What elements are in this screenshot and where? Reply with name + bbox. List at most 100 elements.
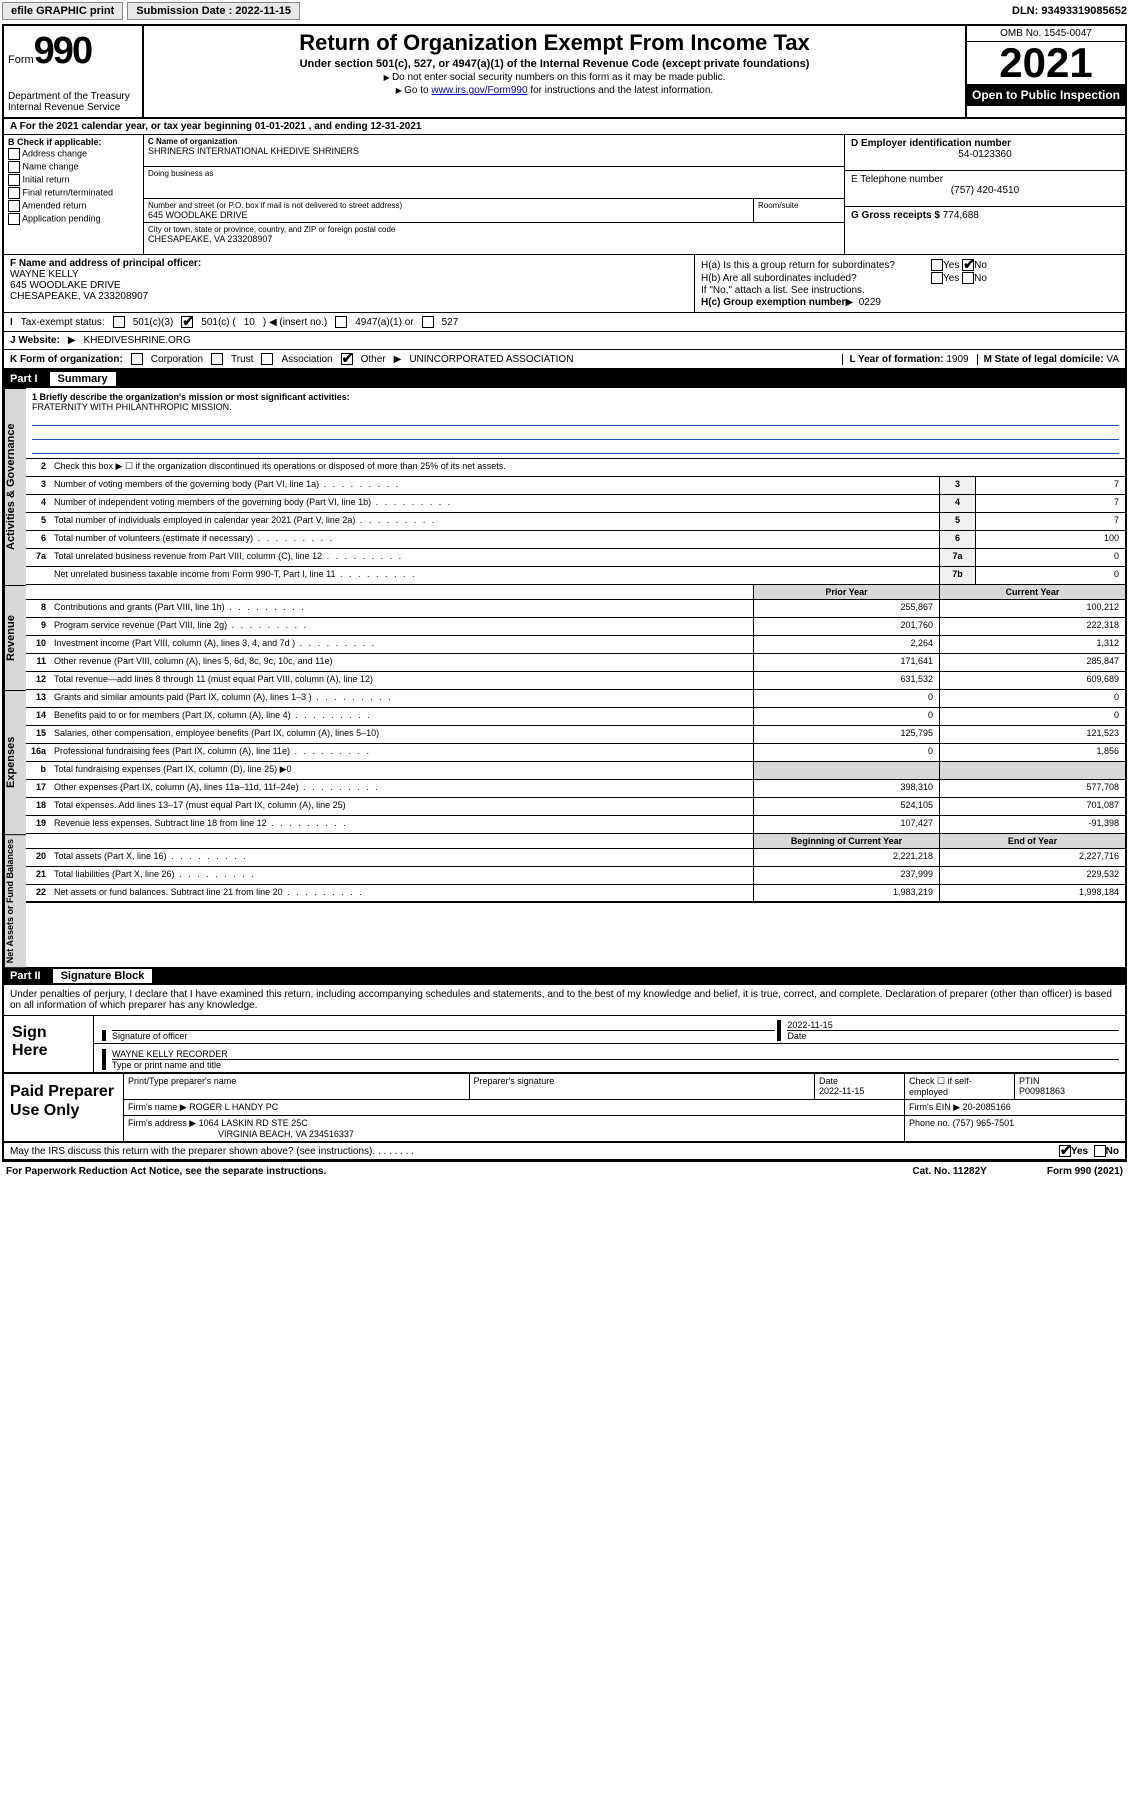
efile-btn[interactable]: efile GRAPHIC print — [2, 2, 123, 20]
line13-p: 0 — [753, 690, 939, 707]
submission-btn[interactable]: Submission Date : 2022-11-15 — [127, 2, 300, 20]
chk-501c3[interactable] — [113, 316, 125, 328]
line16a-desc: Professional fundraising fees (Part IX, … — [50, 744, 753, 761]
form-container: Form990 Department of the Treasury Inter… — [2, 24, 1127, 1162]
form-label: Form — [8, 54, 34, 66]
line3-val: 7 — [975, 477, 1125, 494]
part2-num: Part II — [10, 970, 41, 982]
tax-status-label: Tax-exempt status: — [21, 317, 105, 328]
tel-value: (757) 420-4510 — [851, 185, 1119, 196]
line7b-val: 0 — [975, 567, 1125, 584]
line14-desc: Benefits paid to or for members (Part IX… — [50, 708, 753, 725]
line20-p: 2,221,218 — [753, 849, 939, 866]
prep-h3: Date — [819, 1076, 900, 1086]
side-expenses: Expenses — [4, 690, 26, 834]
firm-addr1: 1064 LASKIN RD STE 25C — [199, 1118, 308, 1128]
line16a-c: 1,856 — [939, 744, 1125, 761]
part2-title: Signature Block — [53, 969, 153, 983]
hb-label: H(b) Are all subordinates included? — [701, 273, 931, 284]
ha-yes[interactable] — [931, 259, 943, 271]
line13-desc: Grants and similar amounts paid (Part IX… — [50, 690, 753, 707]
line12-p: 631,532 — [753, 672, 939, 689]
part1-header: Part I Summary — [4, 370, 1125, 388]
side-revenue: Revenue — [4, 585, 26, 690]
line16a-p: 0 — [753, 744, 939, 761]
ha-no[interactable] — [962, 259, 974, 271]
line4-desc: Number of independent voting members of … — [50, 495, 939, 512]
discuss-no[interactable] — [1094, 1145, 1106, 1157]
line17-c: 577,708 — [939, 780, 1125, 797]
line2: Check this box ▶ ☐ if the organization d… — [50, 459, 1125, 476]
col-eoy: End of Year — [939, 834, 1125, 848]
sig-name: WAYNE KELLY RECORDER — [112, 1049, 1119, 1059]
line6-val: 100 — [975, 531, 1125, 548]
hb-no[interactable] — [962, 272, 974, 284]
hb-yes[interactable] — [931, 272, 943, 284]
chk-pending[interactable]: Application pending — [8, 213, 139, 225]
chk-address[interactable]: Address change — [8, 148, 139, 160]
chk-final[interactable]: Final return/terminated — [8, 187, 139, 199]
sig-intro: Under penalties of perjury, I declare th… — [4, 985, 1125, 1016]
chk-corp[interactable] — [131, 353, 143, 365]
chk-name[interactable]: Name change — [8, 161, 139, 173]
col-b: B Check if applicable: Address change Na… — [4, 135, 144, 254]
line16b-p — [753, 762, 939, 779]
line18-desc: Total expenses. Add lines 13–17 (must eq… — [50, 798, 753, 815]
mission-line — [32, 440, 1119, 454]
line10-c: 1,312 — [939, 636, 1125, 653]
line11-p: 171,641 — [753, 654, 939, 671]
chk-501c[interactable] — [181, 316, 193, 328]
prep-ptin: P00981863 — [1019, 1086, 1121, 1096]
form-number: 990 — [34, 30, 91, 72]
line6-desc: Total number of volunteers (estimate if … — [50, 531, 939, 548]
chk-other[interactable] — [341, 353, 353, 365]
discuss-yes[interactable] — [1059, 1145, 1071, 1157]
col-f: F Name and address of principal officer:… — [4, 255, 695, 312]
row-a: A For the 2021 calendar year, or tax yea… — [4, 119, 1125, 135]
dba-label: Doing business as — [148, 169, 840, 178]
hc-label: H(c) Group exemption number — [701, 297, 845, 308]
prep-h5: PTIN — [1019, 1076, 1121, 1086]
chk-assoc[interactable] — [261, 353, 273, 365]
prep-date: 2022-11-15 — [819, 1086, 900, 1096]
line22-p: 1,983,219 — [753, 885, 939, 901]
ha-label: H(a) Is this a group return for subordin… — [701, 260, 931, 271]
ein-label: D Employer identification number — [851, 138, 1119, 149]
col-b-title: B Check if applicable: — [8, 137, 139, 147]
mission-line — [32, 426, 1119, 440]
chk-amended[interactable]: Amended return — [8, 200, 139, 212]
firm-ein-label: Firm's EIN ▶ — [909, 1102, 960, 1112]
line20-c: 2,227,716 — [939, 849, 1125, 866]
domicile-value: VA — [1106, 354, 1119, 365]
chk-initial[interactable]: Initial return — [8, 174, 139, 186]
sig-officer-label: Signature of officer — [112, 1030, 775, 1041]
form-org-label: K Form of organization: — [10, 354, 123, 365]
street-value: 645 WOODLAKE DRIVE — [148, 210, 749, 220]
line5-val: 7 — [975, 513, 1125, 530]
dln: DLN: 93493319085652 — [1012, 5, 1127, 17]
city-value: CHESAPEAKE, VA 233208907 — [148, 234, 840, 244]
sig-date: 2022-11-15 — [787, 1020, 1119, 1030]
chk-trust[interactable] — [211, 353, 223, 365]
line16b-c — [939, 762, 1125, 779]
hc-value: 0229 — [859, 297, 881, 308]
line9-p: 201,760 — [753, 618, 939, 635]
line17-desc: Other expenses (Part IX, column (A), lin… — [50, 780, 753, 797]
line11-desc: Other revenue (Part VIII, column (A), li… — [50, 654, 753, 671]
line10-desc: Investment income (Part VIII, column (A)… — [50, 636, 753, 653]
chk-4947[interactable] — [335, 316, 347, 328]
line15-c: 121,523 — [939, 726, 1125, 743]
tax-year: 2021 — [967, 42, 1125, 84]
org-name-label: C Name of organization — [148, 137, 840, 146]
irs-link[interactable]: www.irs.gov/Form990 — [431, 85, 527, 96]
col-current: Current Year — [939, 585, 1125, 599]
line11-c: 285,847 — [939, 654, 1125, 671]
paid-preparer-label: Paid Preparer Use Only — [4, 1074, 124, 1141]
discuss-label: May the IRS discuss this return with the… — [10, 1146, 372, 1157]
irs-label: Internal Revenue Service — [8, 102, 138, 113]
chk-527[interactable] — [422, 316, 434, 328]
line16b-desc: Total fundraising expenses (Part IX, col… — [50, 762, 753, 779]
officer-street: 645 WOODLAKE DRIVE — [10, 280, 688, 291]
firm-name-label: Firm's name ▶ — [128, 1102, 187, 1112]
line17-p: 398,310 — [753, 780, 939, 797]
